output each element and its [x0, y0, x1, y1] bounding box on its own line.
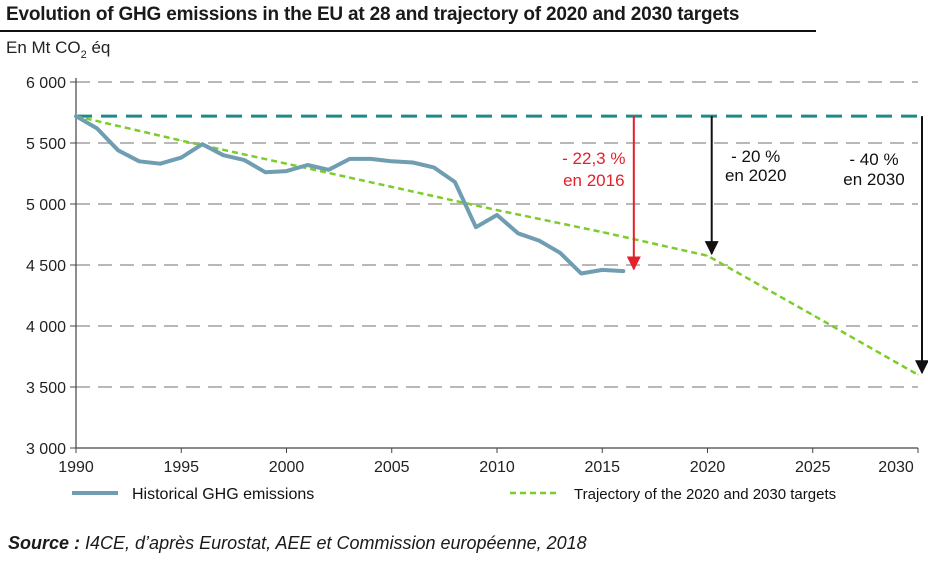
y-tick-label: 3 500	[26, 380, 66, 397]
historical-point	[433, 166, 435, 168]
historical-point	[559, 252, 561, 254]
historical-point	[475, 226, 477, 228]
x-tick-label: 2020	[690, 459, 726, 476]
series-historical-line	[74, 114, 626, 276]
trajectory-point	[496, 209, 498, 211]
historical-point	[517, 232, 519, 234]
historical-point	[264, 171, 267, 173]
historical-point	[222, 154, 224, 156]
reduction-label-3: - 40 %	[849, 150, 898, 169]
x-tick-label: 2025	[795, 459, 831, 476]
title-underline	[0, 30, 816, 32]
historical-point	[75, 115, 77, 117]
reduction-label-1: - 22,3 %	[562, 149, 625, 168]
x-tick-label: 2005	[374, 459, 410, 476]
x-tick-label: 2030	[878, 459, 914, 476]
legend-label-historical: Historical GHG emissions	[132, 486, 314, 503]
trajectory-point	[601, 231, 603, 233]
y-tick-label: 4 000	[26, 319, 66, 336]
historical-point	[412, 161, 414, 164]
trajectory-point	[391, 186, 393, 188]
historical-point	[580, 272, 582, 275]
historical-point	[243, 159, 245, 161]
historical-point	[306, 164, 309, 166]
y-tick-label: 5 000	[26, 197, 66, 214]
trajectory-point	[812, 314, 814, 316]
historical-point	[201, 143, 203, 145]
x-tick-label: 1995	[163, 459, 199, 476]
historical-point	[601, 269, 603, 271]
trajectory-point	[180, 139, 182, 142]
historical-point	[138, 160, 140, 162]
x-tick-label: 2000	[269, 459, 305, 476]
reduction-year-3: en 2030	[843, 170, 904, 189]
y-tick-label: 3 000	[26, 441, 66, 458]
chart-title: Evolution of GHG emissions in the EU at …	[6, 4, 740, 25]
legend-label-trajectory: Trajectory of the 2020 and 2030 targets	[574, 486, 836, 503]
y-tick-label: 6 000	[26, 75, 66, 92]
historical-point	[454, 181, 456, 183]
historical-point	[285, 170, 288, 172]
historical-point	[538, 240, 540, 242]
ghg-chart: En Mt CO2 éq 3 000 3 500 4 000 4 500 5 000 5 …	[6, 38, 928, 503]
reduction-year-1: en 2016	[563, 171, 624, 190]
historical-point	[328, 169, 330, 171]
series-trajectory-line	[75, 114, 919, 376]
trajectory-point	[706, 255, 709, 257]
x-tick-label: 2010	[479, 459, 515, 476]
historical-point	[370, 158, 372, 160]
y-tick-label: 5 500	[26, 136, 66, 153]
historical-point	[159, 163, 161, 165]
historical-point	[96, 127, 98, 129]
trajectory-point	[285, 163, 288, 165]
trajectory-point	[917, 374, 919, 376]
x-tick-label: 2015	[584, 459, 620, 476]
historical-point	[391, 160, 393, 162]
historical-point	[117, 149, 119, 151]
reduction-label-2: - 20 %	[731, 147, 780, 166]
historical-point	[496, 214, 498, 216]
y-tick-label: 4 500	[26, 258, 66, 275]
y-axis-label: En Mt CO2 éq	[6, 38, 110, 61]
reduction-year-2: en 2020	[725, 166, 786, 185]
historical-point	[622, 270, 624, 272]
historical-point	[180, 157, 182, 159]
source-note: Source : I4CE, d’après Eurostat, AEE et …	[8, 533, 587, 553]
x-tick-label: 1990	[58, 459, 94, 476]
historical-point	[349, 158, 351, 160]
